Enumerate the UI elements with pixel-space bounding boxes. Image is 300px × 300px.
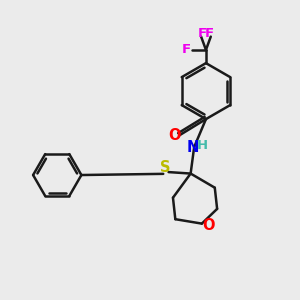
Text: F: F (205, 27, 214, 40)
Text: F: F (182, 44, 191, 56)
Text: O: O (202, 218, 214, 233)
Text: H: H (197, 139, 208, 152)
Text: S: S (160, 160, 171, 175)
Text: F: F (198, 27, 207, 40)
Text: N: N (187, 140, 199, 155)
Text: O: O (168, 128, 180, 143)
